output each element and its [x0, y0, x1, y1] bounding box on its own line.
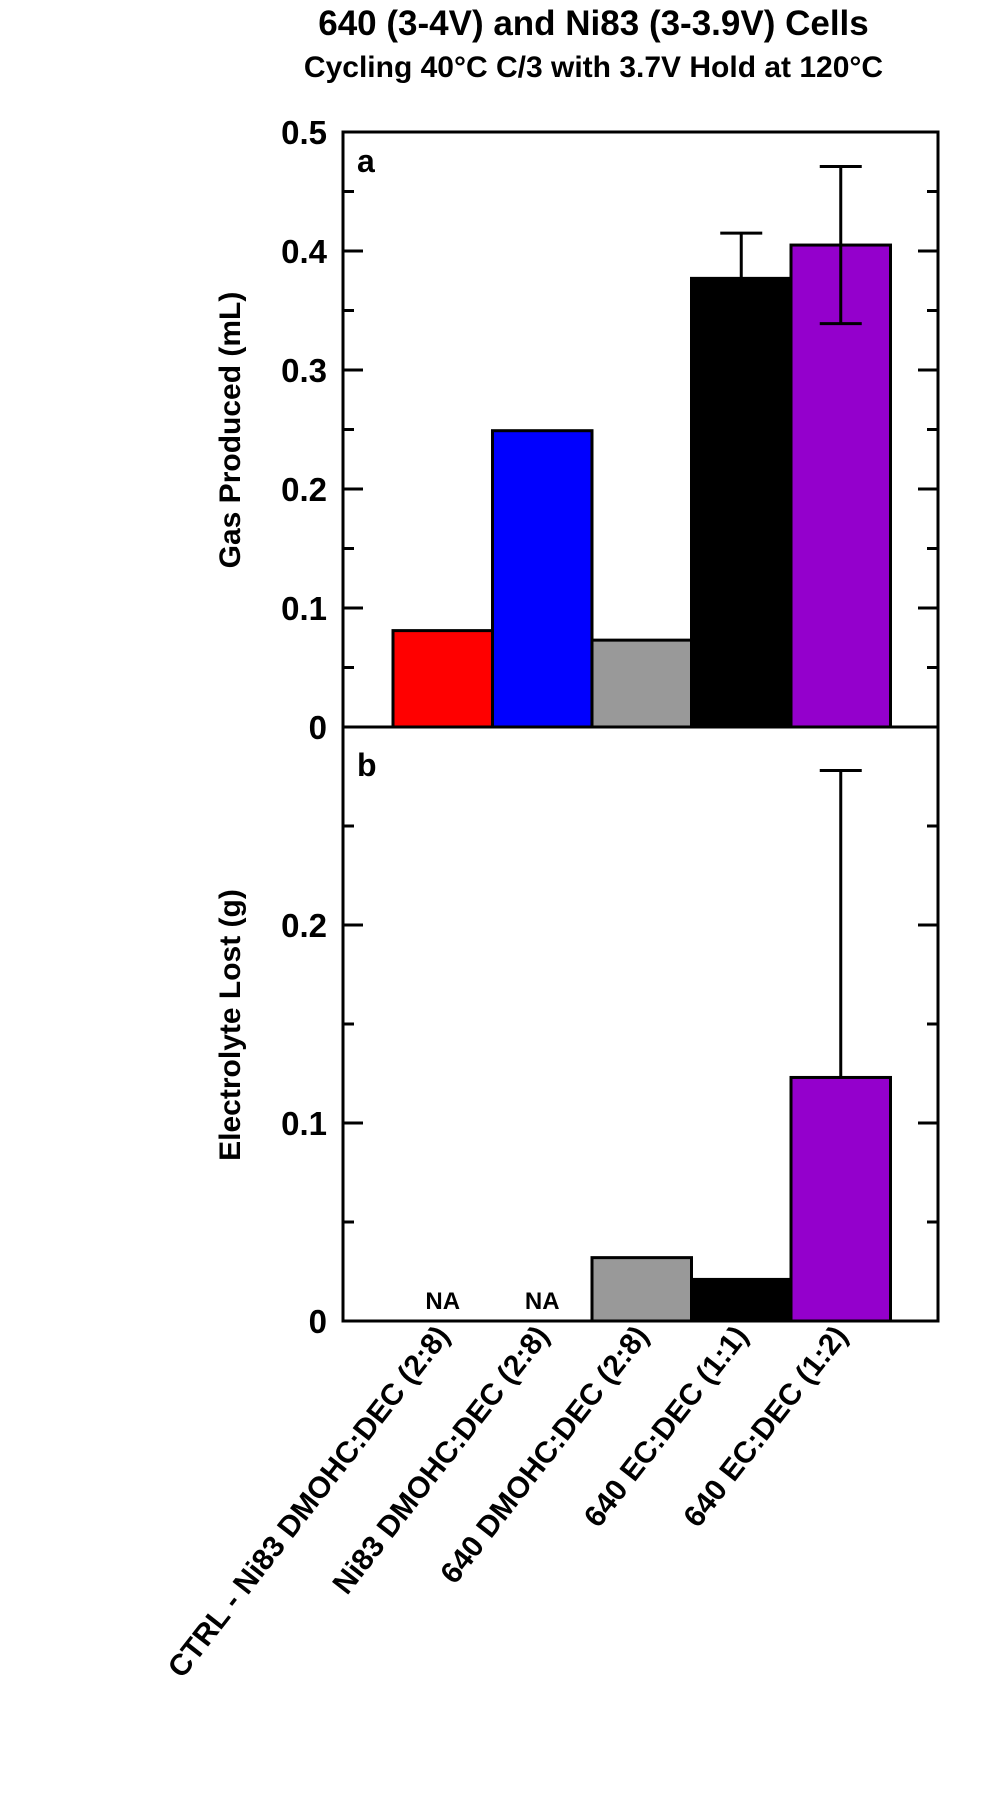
chart-title: 640 (3-4V) and Ni83 (3-3.9V) Cells: [318, 4, 869, 43]
bar: [590, 1256, 693, 1323]
x-category-labels: CTRL - Ni83 DMOHC:DEC (2:8)Ni83 DMOHC:DE…: [162, 1320, 855, 1684]
panel-a-error-bars: [720, 165, 862, 326]
bar: [789, 1075, 892, 1323]
panel-b-y-axis-title: Electrolyte Lost (g): [214, 889, 247, 1161]
panel-a-bars: [391, 243, 892, 729]
y-tick-label: 0.2: [281, 471, 327, 508]
bar: [590, 638, 693, 729]
panel-a-y-axis-title: Gas Produced (mL): [214, 292, 247, 569]
panel-b-error-bars: [819, 769, 862, 1078]
panel-b-ticks: [343, 824, 938, 1224]
chart-subtitle: Cycling 40°C C/3 with 3.7V Hold at 120°C: [303, 51, 884, 84]
na-label: NA: [425, 1288, 460, 1315]
y-tick-label: 0.3: [281, 352, 327, 389]
bar: [690, 1277, 793, 1323]
panel-a-ticks: [343, 190, 938, 669]
panel-b-electrolyte-lost: NA NA b 0 0.1 0.2 Electrolyte Lost (g): [214, 725, 940, 1340]
na-label: NA: [525, 1288, 560, 1315]
panel-a-letter: a: [357, 143, 375, 179]
y-tick-label: 0.2: [281, 907, 327, 944]
bar: [491, 429, 594, 729]
panel-a-y-tick-labels: 0 0.1 0.2 0.3 0.4 0.5: [281, 114, 328, 746]
panel-b-bars: NA NA: [425, 1075, 892, 1323]
panel-b-frame: [341, 725, 940, 1323]
y-tick-label: 0.5: [281, 114, 327, 151]
y-tick-label: 0.1: [281, 1105, 327, 1142]
y-tick-label: 0.4: [281, 233, 328, 270]
panel-a-gas-produced: a 0 0.1 0.2 0.3 0.4 0.5 Gas Produced (mL): [214, 114, 940, 746]
bar: [690, 276, 793, 729]
y-tick-label: 0.1: [281, 590, 327, 627]
y-tick-label: 0: [309, 1303, 327, 1340]
panel-b-y-tick-labels: 0 0.1 0.2: [281, 907, 327, 1340]
y-tick-label: 0: [309, 709, 327, 746]
bar: [391, 629, 494, 729]
panel-b-letter: b: [357, 747, 377, 783]
